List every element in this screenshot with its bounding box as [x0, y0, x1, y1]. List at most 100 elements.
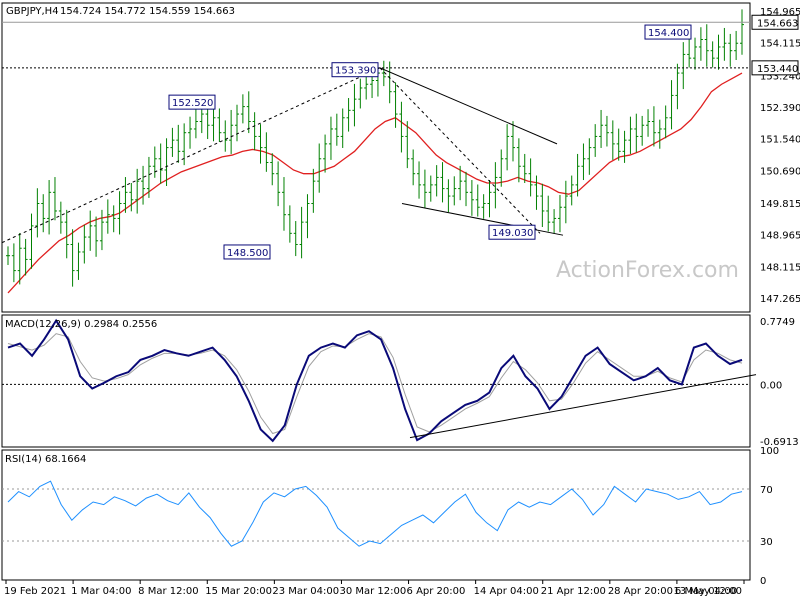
rsi-tick-label: 100 — [760, 446, 779, 457]
ohlc-bar — [675, 63, 680, 110]
panel-frames — [1, 2, 751, 581]
lower-wedge-line — [401, 203, 564, 236]
ohlc-bar — [88, 210, 93, 251]
ohlc-bar — [217, 108, 222, 143]
ohlc-bar — [604, 115, 609, 147]
time-tick-label: 14 Apr 04:00 — [474, 586, 539, 597]
ohlc-bar — [434, 165, 439, 197]
ohlc-bar — [352, 83, 357, 127]
ohlc-bar — [657, 119, 662, 149]
watermark: ActionForex.com — [556, 258, 739, 283]
price-box-rect — [751, 14, 799, 30]
price-label-box — [331, 62, 379, 78]
macd-title: MACD(12,26,9) 0.2984 0.2556 — [5, 319, 157, 330]
ohlc-bar — [299, 206, 304, 259]
ohlc-bar — [505, 124, 510, 171]
ohlc-bar — [17, 232, 22, 285]
ohlc-bar — [123, 177, 128, 213]
ohlc-bar — [229, 109, 234, 154]
ohlc-bar — [710, 41, 715, 68]
ohlc-bar — [516, 138, 521, 183]
ohlc-bar — [158, 143, 163, 184]
ohlc-bar — [293, 221, 298, 257]
price-label-text: 154.400 — [648, 28, 689, 39]
time-tick-label: 23 Mar 04:00 — [272, 586, 339, 597]
ohlc-bar — [499, 149, 504, 187]
price-label-text: 149.030 — [492, 228, 533, 239]
ohlc-bar — [510, 121, 515, 162]
ohlc-bar — [82, 224, 87, 264]
ohlc-bar — [464, 171, 469, 207]
time-tick-label: 6 Apr 20:00 — [407, 586, 466, 597]
price-box-rect — [751, 60, 799, 76]
ohlc-bar — [422, 169, 427, 209]
ohlc-bar — [640, 115, 645, 146]
ohlc-bar — [176, 124, 181, 163]
ohlc-bar — [240, 94, 245, 124]
rsi-tick-label: 30 — [760, 537, 773, 548]
ohlc-bar — [634, 113, 639, 153]
retracement-dashed-line — [379, 67, 541, 234]
price-tick-label: 148.965 — [760, 231, 800, 242]
ohlc-bar — [534, 175, 539, 210]
ohlc-bar — [493, 162, 498, 209]
ohlc-bar — [11, 243, 16, 283]
ohlc-bar — [405, 121, 410, 169]
ohlc-bar — [740, 9, 744, 55]
ohlc-bar — [546, 195, 551, 232]
price-label: 149.030 — [488, 224, 536, 240]
price-tick-label: 154.965 — [760, 7, 800, 18]
rsi-line — [2, 480, 750, 547]
ohlc-bar — [569, 175, 574, 206]
ohlc-bar — [76, 242, 81, 280]
ohlc-bar — [646, 109, 651, 137]
ohlc-bar — [557, 194, 562, 233]
ohlc-bar — [411, 149, 416, 186]
ohlc-bar — [35, 188, 40, 238]
rsi-tick-label: 70 — [760, 485, 773, 496]
ohlc-bar — [311, 168, 316, 213]
ohlc-bar — [734, 30, 739, 61]
ohlc-bar — [552, 209, 557, 234]
rsi-line — [7, 480, 743, 547]
ohlc-bar — [99, 209, 104, 251]
ohlc-bar — [528, 158, 533, 197]
ohlc-bar — [188, 116, 193, 149]
macd-tick-label: 0.00 — [760, 380, 782, 391]
price-box: 153.440 — [751, 60, 799, 76]
ohlc-bar — [681, 42, 686, 90]
price-tick-label: 147.265 — [760, 294, 800, 305]
macd-signal-line — [7, 333, 743, 435]
ohlc-bar — [728, 33, 733, 67]
upper-wedge-line — [379, 67, 558, 145]
price-label-box — [488, 224, 536, 240]
ohlc-bar — [94, 216, 99, 257]
ohlc-bar — [540, 183, 545, 227]
ohlc-bar — [587, 138, 592, 175]
ohlc-bar — [135, 168, 140, 214]
price-bars — [6, 9, 744, 287]
rising-dashed-channel — [1, 67, 381, 244]
price-label: 152.520 — [168, 94, 216, 110]
ohlc-bar — [246, 91, 251, 134]
time-tick-label: 28 Apr 20:00 — [608, 586, 673, 597]
ohlc-bar — [105, 199, 110, 234]
price-label: 154.400 — [644, 24, 692, 40]
ohlc-bar — [358, 78, 363, 109]
ohlc-bar — [164, 138, 169, 186]
price-box: 154.663 — [751, 14, 799, 30]
ohlc-bar — [399, 101, 404, 153]
ohlc-bar — [64, 209, 69, 259]
ohlc-bar — [475, 184, 480, 217]
ohlc-bar — [258, 124, 263, 164]
ohlc-bar — [252, 112, 257, 151]
ohlc-bar — [117, 191, 122, 235]
macd-support-line — [409, 374, 757, 439]
price-tick-label: 153.240 — [760, 71, 800, 82]
macd-tick-label: 0.7749 — [760, 317, 795, 328]
time-tick-label: 30 Mar 12:00 — [339, 586, 406, 597]
ohlc-bar — [270, 153, 275, 186]
ohlc-bar — [305, 194, 310, 239]
